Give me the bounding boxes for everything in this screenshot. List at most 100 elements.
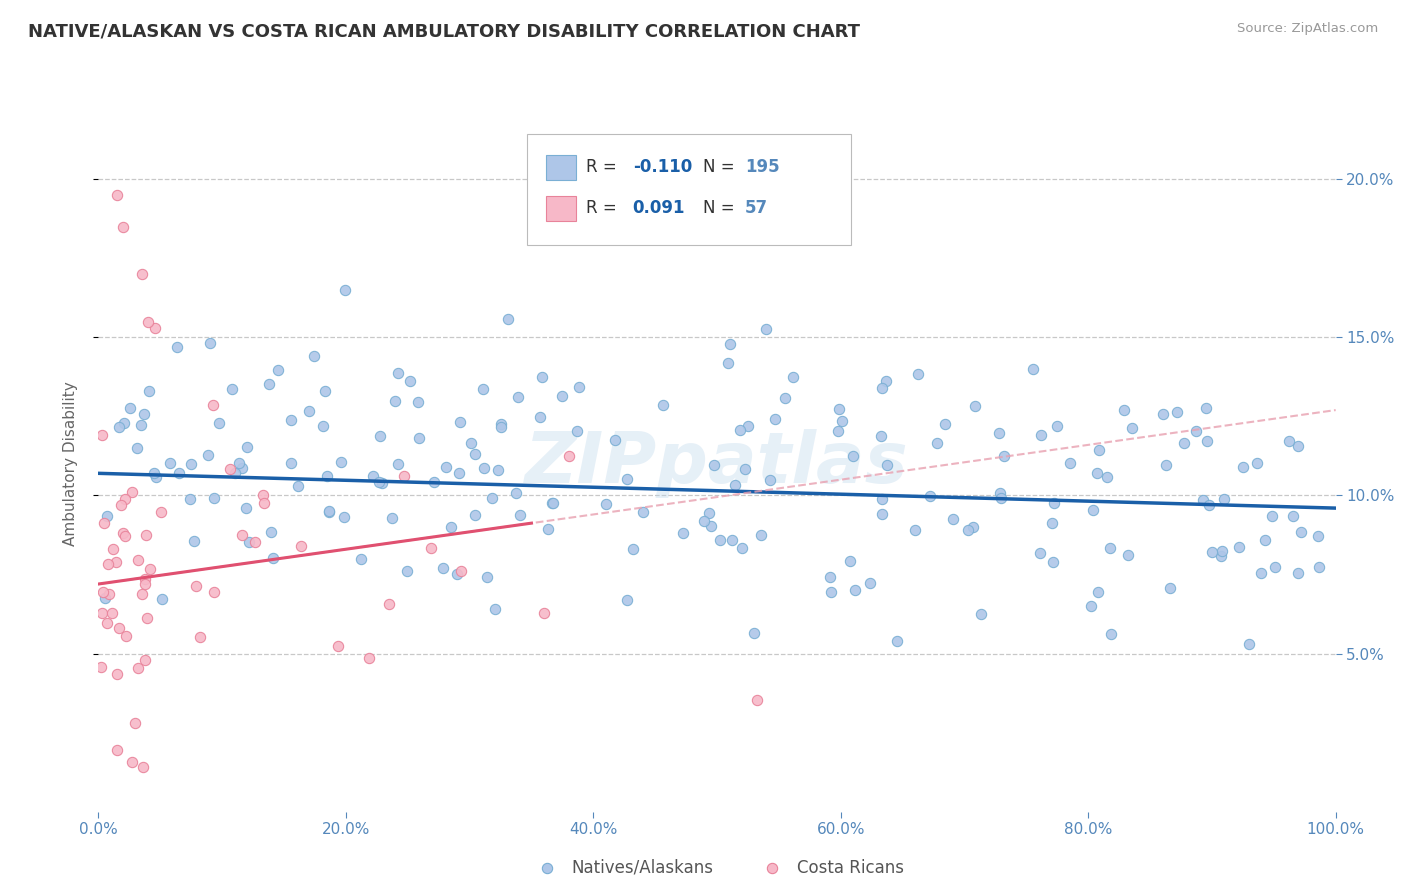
Point (489, 417, 512, 431)
Point (290, 539, 312, 553)
Point (143, 320, 166, 334)
Point (1040, 516, 1063, 531)
Point (134, 577, 156, 591)
Point (166, 340, 188, 354)
Point (280, 413, 302, 427)
Point (150, 592, 173, 607)
Point (180, 458, 202, 472)
Point (97, 557, 120, 571)
Point (221, 382, 243, 396)
Point (252, 488, 274, 502)
Point (870, 491, 893, 506)
Point (131, 267, 153, 281)
Point (134, 572, 156, 586)
Text: R =: R = (586, 158, 617, 176)
Point (335, 283, 357, 297)
Point (94, 591, 117, 605)
Point (1028, 547, 1050, 561)
Point (1288, 566, 1310, 581)
Point (302, 349, 325, 363)
Point (224, 466, 246, 480)
Point (717, 356, 740, 370)
Text: -0.110: -0.110 (633, 158, 692, 176)
Point (387, 457, 409, 471)
Point (121, 755, 143, 769)
Point (543, 496, 565, 510)
Point (406, 395, 429, 409)
Point (101, 606, 124, 620)
Point (734, 462, 756, 476)
Point (537, 522, 560, 536)
Point (699, 506, 721, 520)
Point (1227, 541, 1250, 555)
Point (568, 380, 591, 394)
Point (1022, 362, 1045, 376)
Point (1042, 555, 1064, 569)
Point (359, 650, 381, 665)
Point (90, 660, 112, 674)
Point (1159, 581, 1181, 595)
Point (481, 491, 503, 506)
Point (565, 424, 588, 438)
Point (876, 458, 898, 472)
Point (782, 370, 804, 384)
Point (820, 584, 842, 599)
Point (432, 561, 454, 575)
Point (818, 570, 841, 584)
Point (1121, 421, 1143, 435)
Point (381, 511, 404, 525)
Point (1166, 404, 1188, 418)
Point (993, 449, 1015, 463)
Point (721, 533, 744, 547)
Point (107, 621, 129, 635)
Point (139, 562, 162, 576)
Point (1080, 599, 1102, 613)
Point (136, 314, 159, 328)
Point (370, 429, 392, 443)
Point (179, 492, 201, 507)
Point (167, 466, 190, 480)
Point (1173, 436, 1195, 450)
Point (749, 527, 772, 541)
Point (104, 555, 127, 569)
Point (287, 479, 309, 493)
Point (395, 564, 418, 578)
Point (925, 436, 948, 450)
Point (1081, 503, 1104, 517)
Point (731, 541, 754, 555)
Point (312, 419, 335, 434)
Point (742, 626, 765, 640)
Text: R =: R = (586, 199, 617, 217)
Point (440, 520, 463, 534)
Point (150, 505, 173, 519)
Point (267, 363, 290, 377)
Point (228, 456, 250, 470)
Point (859, 576, 882, 591)
Point (91, 585, 114, 599)
Text: Source: ZipAtlas.com: Source: ZipAtlas.com (1237, 22, 1378, 36)
Point (1029, 428, 1052, 442)
Point (1237, 638, 1260, 652)
Point (103, 542, 125, 557)
Point (1097, 470, 1119, 484)
Point (378, 597, 401, 611)
Point (505, 485, 527, 500)
Point (472, 382, 495, 396)
Point (709, 533, 731, 548)
Point (96, 616, 118, 631)
Point (449, 415, 471, 429)
Point (844, 582, 866, 597)
Point (957, 523, 980, 537)
Point (399, 374, 422, 388)
Point (316, 469, 339, 483)
Point (1232, 459, 1254, 474)
Point (329, 455, 352, 469)
Point (127, 553, 149, 567)
Point (551, 389, 574, 403)
Point (831, 414, 853, 428)
Point (1191, 493, 1213, 508)
Point (540, 496, 562, 510)
Point (631, 505, 654, 519)
Point (1282, 508, 1305, 523)
Point (114, 529, 136, 543)
